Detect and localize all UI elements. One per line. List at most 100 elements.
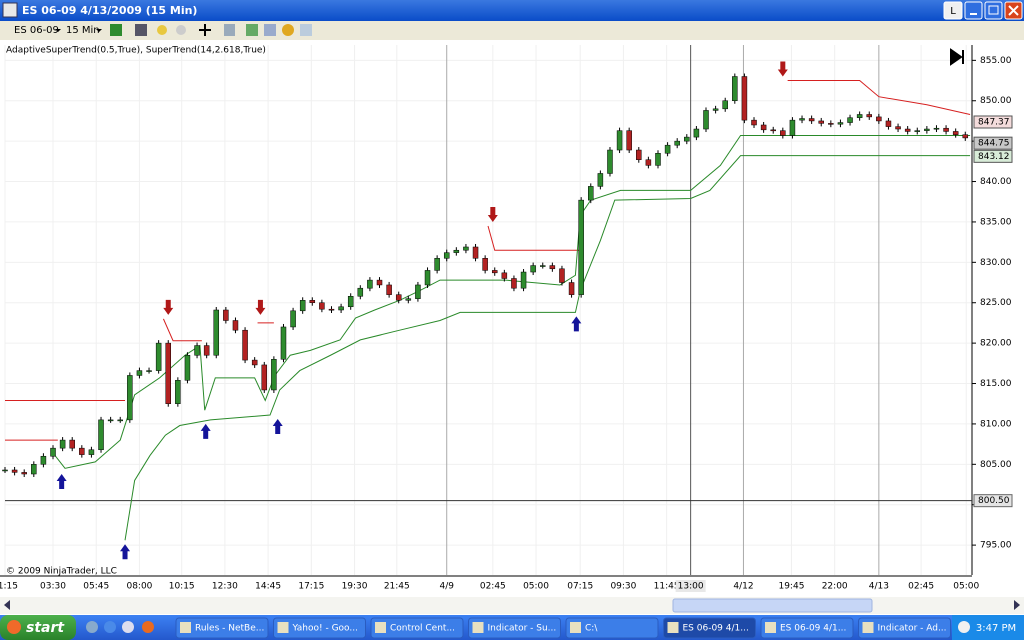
quick-launch-icon[interactable] <box>86 621 98 633</box>
scroll-right[interactable] <box>1014 600 1020 610</box>
candle <box>443 252 450 259</box>
price-marker <box>973 136 1013 150</box>
x-tick-label: 11:45 <box>654 582 680 592</box>
task-button[interactable] <box>858 617 951 639</box>
task-icon <box>570 622 581 633</box>
task-button[interactable] <box>273 617 366 639</box>
candle <box>491 270 498 274</box>
start-button[interactable] <box>0 615 76 640</box>
task-label[interactable]: Indicator - Su... <box>488 624 557 634</box>
candle <box>645 159 652 166</box>
copyright: © 2009 NinjaTrader, LLC <box>6 567 117 577</box>
lock-button[interactable] <box>943 1 963 20</box>
candle <box>261 364 268 391</box>
quick-launch-icon[interactable] <box>104 621 116 633</box>
candle <box>712 108 719 111</box>
properties-button[interactable] <box>224 24 235 36</box>
interval-selector[interactable]: 15 Min <box>66 25 100 36</box>
candle <box>674 140 680 146</box>
tray-icon <box>958 621 970 633</box>
zoom-out-button[interactable] <box>176 25 186 35</box>
candle <box>943 127 949 132</box>
draw-button[interactable] <box>135 24 147 36</box>
task-button[interactable] <box>663 617 756 639</box>
quick-launch-icon[interactable] <box>122 621 134 633</box>
task-label[interactable]: Yahoo! - Goo... <box>292 624 358 634</box>
candle <box>962 134 969 139</box>
up-arrow <box>272 419 283 435</box>
x-tick-label: 19:45 <box>778 582 804 592</box>
task-button[interactable] <box>468 617 561 639</box>
strategy-button[interactable] <box>246 24 258 36</box>
maximize-button[interactable] <box>984 1 1003 20</box>
task-button[interactable] <box>370 617 464 639</box>
candle <box>501 272 508 279</box>
candle <box>79 447 85 455</box>
start-label[interactable]: start <box>26 620 65 636</box>
quick-launch-icon[interactable] <box>142 621 154 633</box>
task-icon <box>765 622 776 633</box>
minimize-button[interactable] <box>964 1 983 20</box>
candle <box>338 306 344 311</box>
indicator-label: AdaptiveSuperTrend(0.5,True), SuperTrend… <box>6 46 266 56</box>
task-icon <box>862 622 874 633</box>
candle <box>808 118 815 122</box>
instrument-selector[interactable]: ES 06-09 <box>14 25 59 36</box>
y-tick-label: 855.00 <box>980 56 1012 66</box>
candle <box>472 246 479 259</box>
task-label[interactable]: Control Cent... <box>390 624 455 634</box>
candle <box>895 126 901 130</box>
crosshair-label-box <box>675 580 706 592</box>
x-tick-label: 10:15 <box>169 582 195 592</box>
task-label[interactable]: Indicator - Ad... <box>878 624 947 634</box>
candle <box>856 114 863 118</box>
task-button[interactable] <box>760 617 854 639</box>
up-arrow <box>571 316 582 332</box>
candle <box>357 287 364 297</box>
scroll-thumb[interactable] <box>672 598 873 613</box>
bar-type-button[interactable] <box>110 24 122 36</box>
candle <box>175 380 181 404</box>
candle <box>184 354 191 381</box>
crosshair-button[interactable] <box>199 24 211 36</box>
candle <box>828 123 834 125</box>
candle <box>309 300 316 303</box>
order-button[interactable] <box>282 24 294 36</box>
candle <box>319 302 325 310</box>
supertrend-line <box>787 80 971 115</box>
task-button[interactable] <box>565 617 659 639</box>
x-tick-label: 09:30 <box>610 582 636 592</box>
candle <box>405 298 412 301</box>
candle <box>655 153 661 166</box>
task-list: Rules - NetBe... Yahoo! - Goo... Control C… <box>175 617 951 639</box>
x-tick-label: 21:45 <box>384 582 410 592</box>
up-arrow <box>120 544 131 560</box>
scroll-left[interactable] <box>4 600 10 610</box>
zoom-in-button[interactable] <box>157 25 167 35</box>
chart: 795.00800.00805.00810.00815.00820.00825.… <box>0 45 1013 592</box>
candle <box>530 265 536 273</box>
x-tick-label: 05:45 <box>83 582 109 592</box>
task-label[interactable]: C:\ <box>585 624 598 634</box>
candle <box>453 249 460 253</box>
title-bar <box>0 0 1024 21</box>
price-marker <box>973 115 1013 129</box>
task-button[interactable] <box>175 617 269 639</box>
candle <box>107 419 114 422</box>
indicator-button[interactable] <box>264 24 276 36</box>
task-label[interactable]: ES 06-09 4/1... <box>683 624 749 634</box>
candle <box>722 100 728 110</box>
lock-button-label[interactable]: L <box>950 6 956 17</box>
candle <box>780 130 786 136</box>
task-label[interactable]: ES 06-09 4/1... <box>780 624 846 634</box>
minimize-icon <box>970 13 977 15</box>
scroll-end-button[interactable] <box>950 48 964 66</box>
x-tick-label: 19:30 <box>342 582 368 592</box>
task-icon <box>180 622 191 633</box>
data-box-button[interactable] <box>300 24 312 36</box>
task-label[interactable]: Rules - NetBe... <box>195 624 264 634</box>
candle <box>578 199 584 295</box>
supertrend-line <box>124 155 971 541</box>
candle <box>98 419 104 451</box>
x-tick-label: 02:45 <box>908 582 934 592</box>
